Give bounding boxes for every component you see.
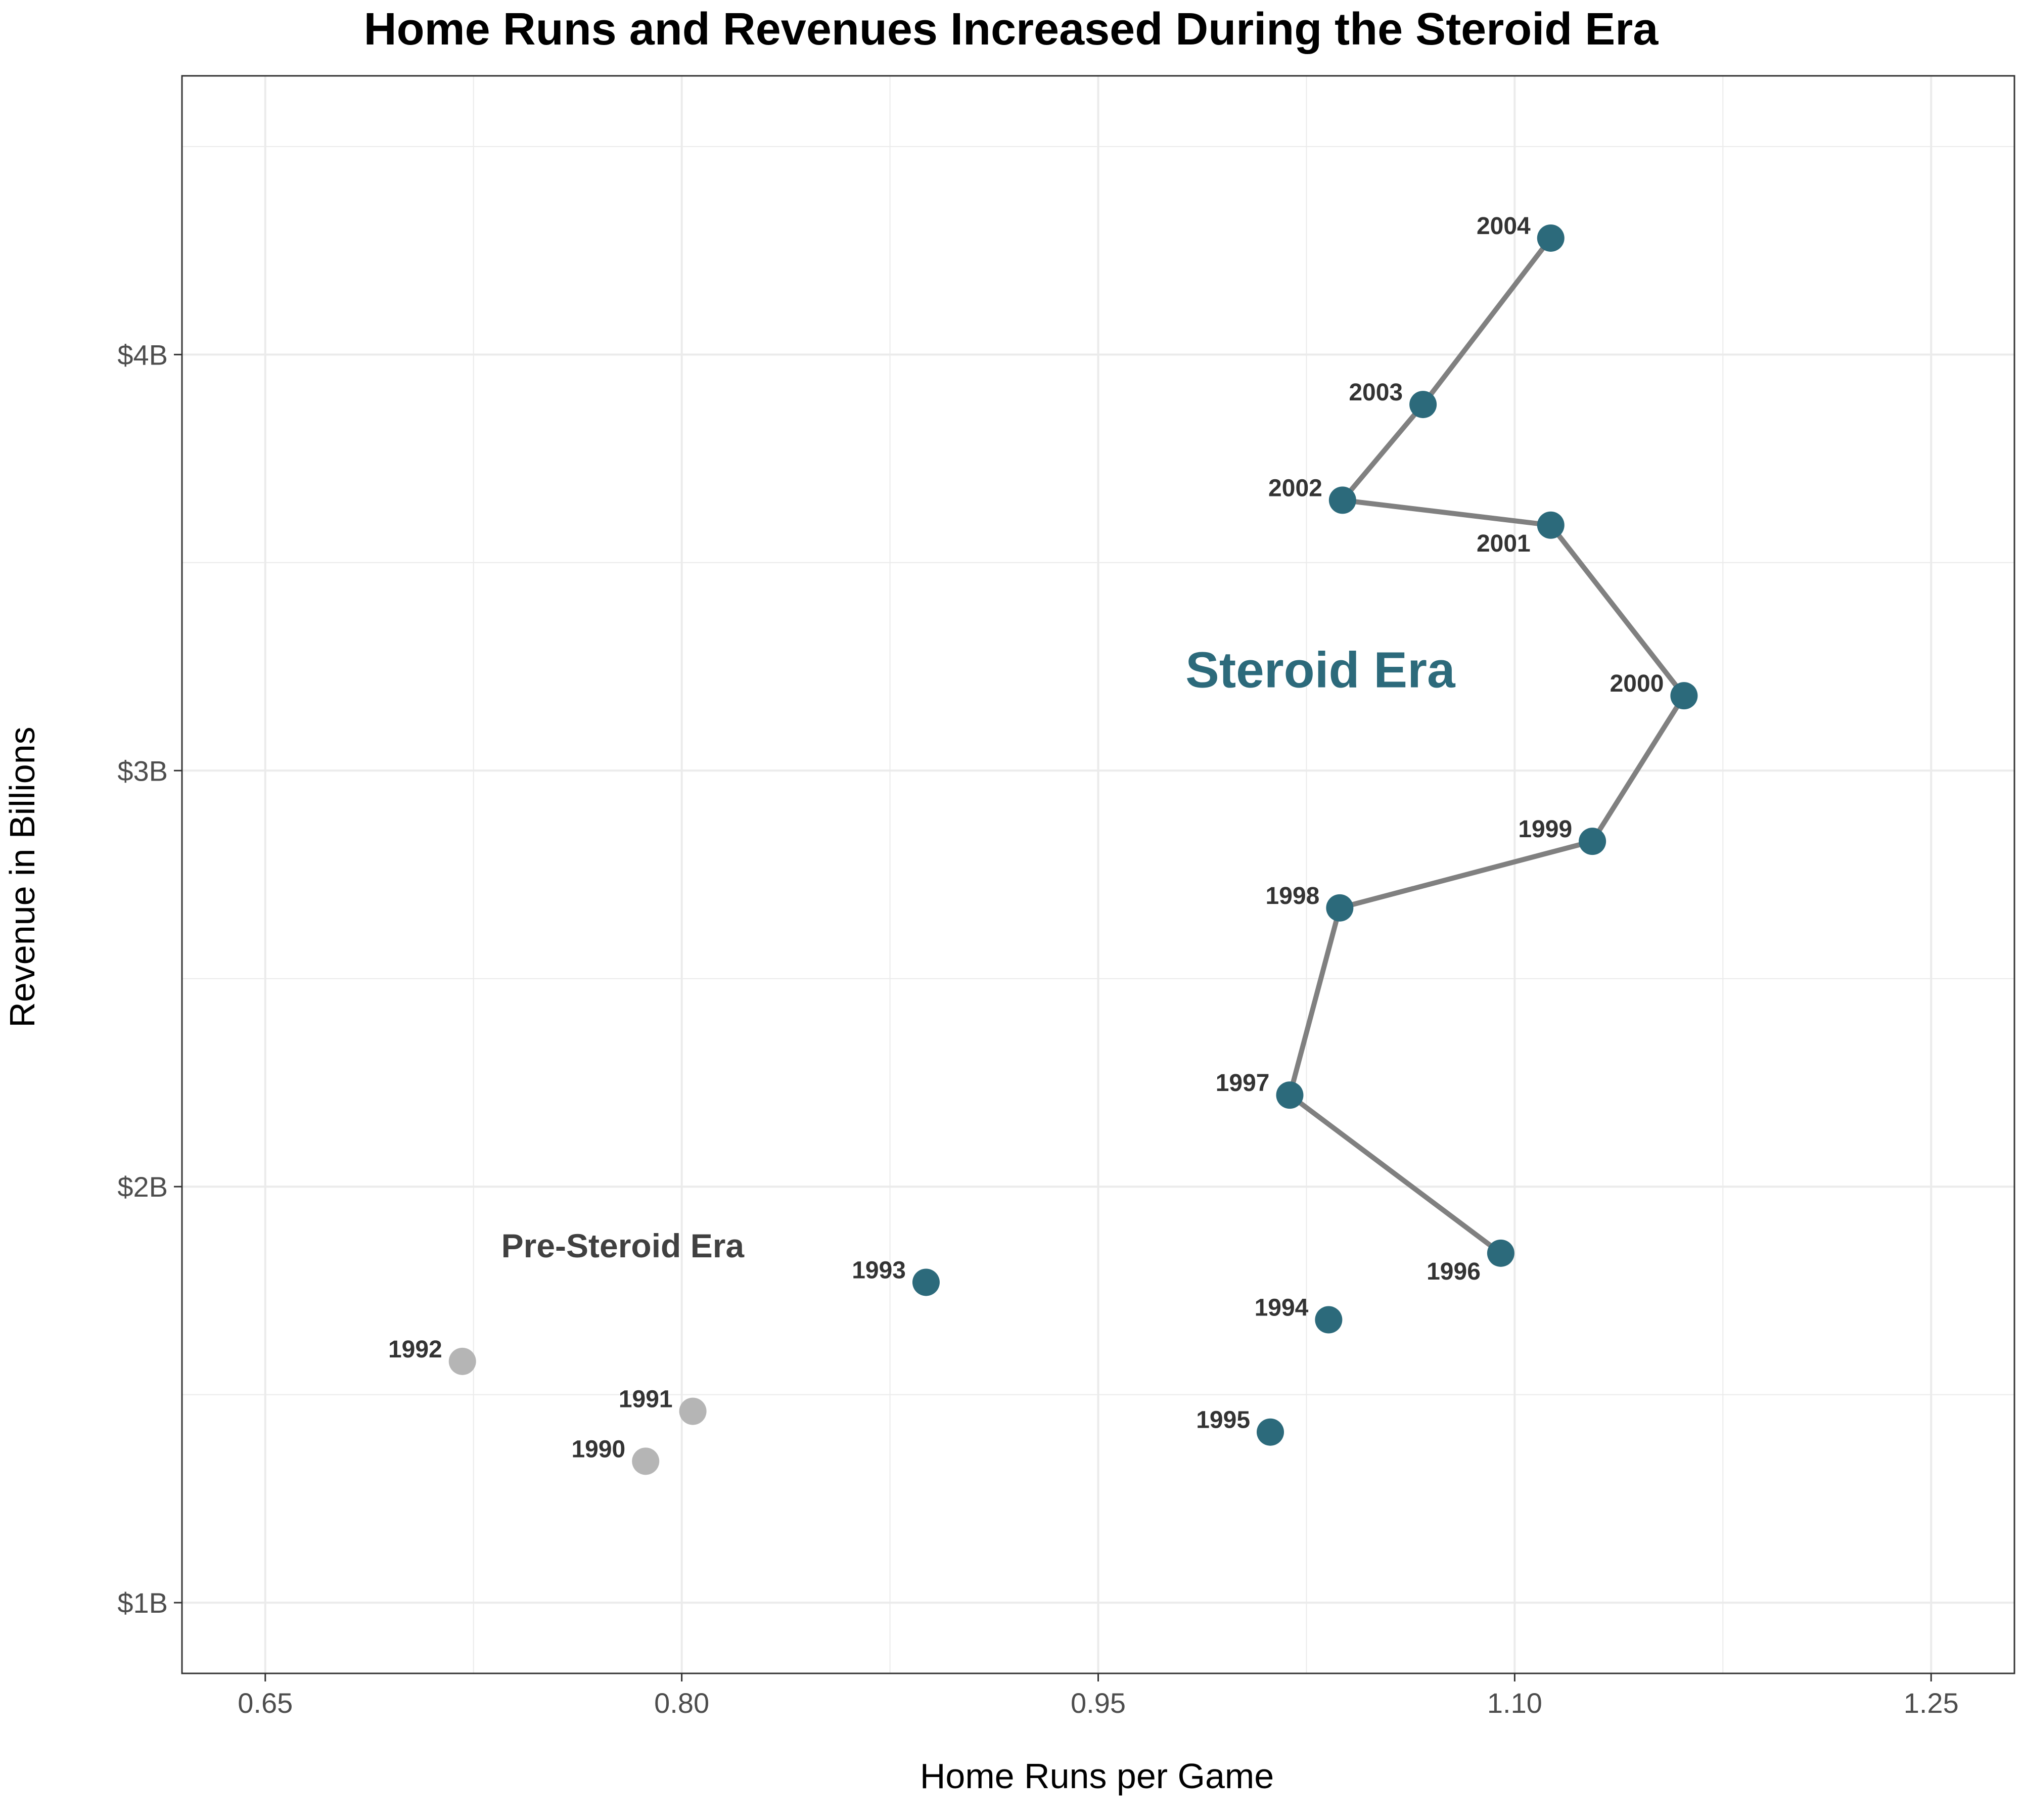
y-tick-label: $2B (117, 1171, 168, 1203)
data-point-2000 (1670, 682, 1698, 710)
chart-title: Home Runs and Revenues Increased During … (364, 4, 1659, 55)
data-point-1994 (1315, 1306, 1343, 1334)
x-tick-label: 0.95 (1071, 1687, 1126, 1719)
y-axis-label: Revenue in Billions (3, 726, 42, 1027)
data-points (448, 224, 1698, 1475)
data-point-2002 (1328, 486, 1356, 514)
grid-lines (182, 76, 2014, 1673)
y-tick-label: $1B (117, 1587, 168, 1619)
data-point-1998 (1326, 894, 1354, 922)
data-point-1992 (448, 1347, 476, 1375)
point-label-2003: 2003 (1349, 379, 1403, 406)
point-label-1996: 1996 (1427, 1258, 1481, 1285)
point-label-2001: 2001 (1477, 530, 1531, 557)
point-labels: 1990 1991 1992 1993 1994 1995 1996 1997 1998 1999… (388, 213, 1664, 1463)
data-point-1990 (632, 1447, 660, 1475)
data-point-1993 (912, 1268, 940, 1296)
axis-ticks: 0.65 0.80 0.95 1.10 1.25 $1B $2B $3B $4B (117, 339, 1958, 1719)
era-annotations: Steroid Era Pre-Steroid Era (501, 642, 1456, 1264)
data-point-1995 (1257, 1418, 1284, 1446)
data-point-1999 (1579, 828, 1606, 855)
point-label-1998: 1998 (1266, 883, 1320, 909)
x-tick-label: 0.65 (238, 1687, 293, 1719)
x-tick-label: 1.10 (1487, 1687, 1542, 1719)
steroid-era-annotation: Steroid Era (1185, 642, 1456, 699)
point-label-1997: 1997 (1216, 1070, 1270, 1097)
y-tick-label: $3B (117, 755, 168, 787)
point-label-2000: 2000 (1610, 670, 1664, 697)
point-label-1993: 1993 (852, 1257, 906, 1284)
data-point-2003 (1409, 391, 1437, 419)
pre-steroid-era-annotation: Pre-Steroid Era (501, 1227, 745, 1264)
point-label-1999: 1999 (1518, 816, 1572, 843)
point-label-1994: 1994 (1255, 1295, 1309, 1322)
point-label-1991: 1991 (619, 1386, 673, 1413)
data-point-1991 (679, 1397, 707, 1425)
point-label-1990: 1990 (571, 1436, 625, 1463)
data-point-1996 (1487, 1239, 1514, 1267)
x-tick-label: 0.80 (654, 1687, 709, 1719)
point-label-1995: 1995 (1196, 1407, 1250, 1434)
y-tick-label: $4B (117, 339, 168, 371)
data-point-2001 (1537, 511, 1565, 539)
x-tick-label: 1.25 (1904, 1687, 1959, 1719)
x-axis-label: Home Runs per Game (920, 1756, 1274, 1796)
data-point-1997 (1276, 1081, 1304, 1109)
point-label-2002: 2002 (1268, 475, 1322, 502)
data-point-2004 (1537, 224, 1565, 252)
point-label-2004: 2004 (1477, 213, 1531, 240)
point-label-1992: 1992 (388, 1336, 442, 1363)
